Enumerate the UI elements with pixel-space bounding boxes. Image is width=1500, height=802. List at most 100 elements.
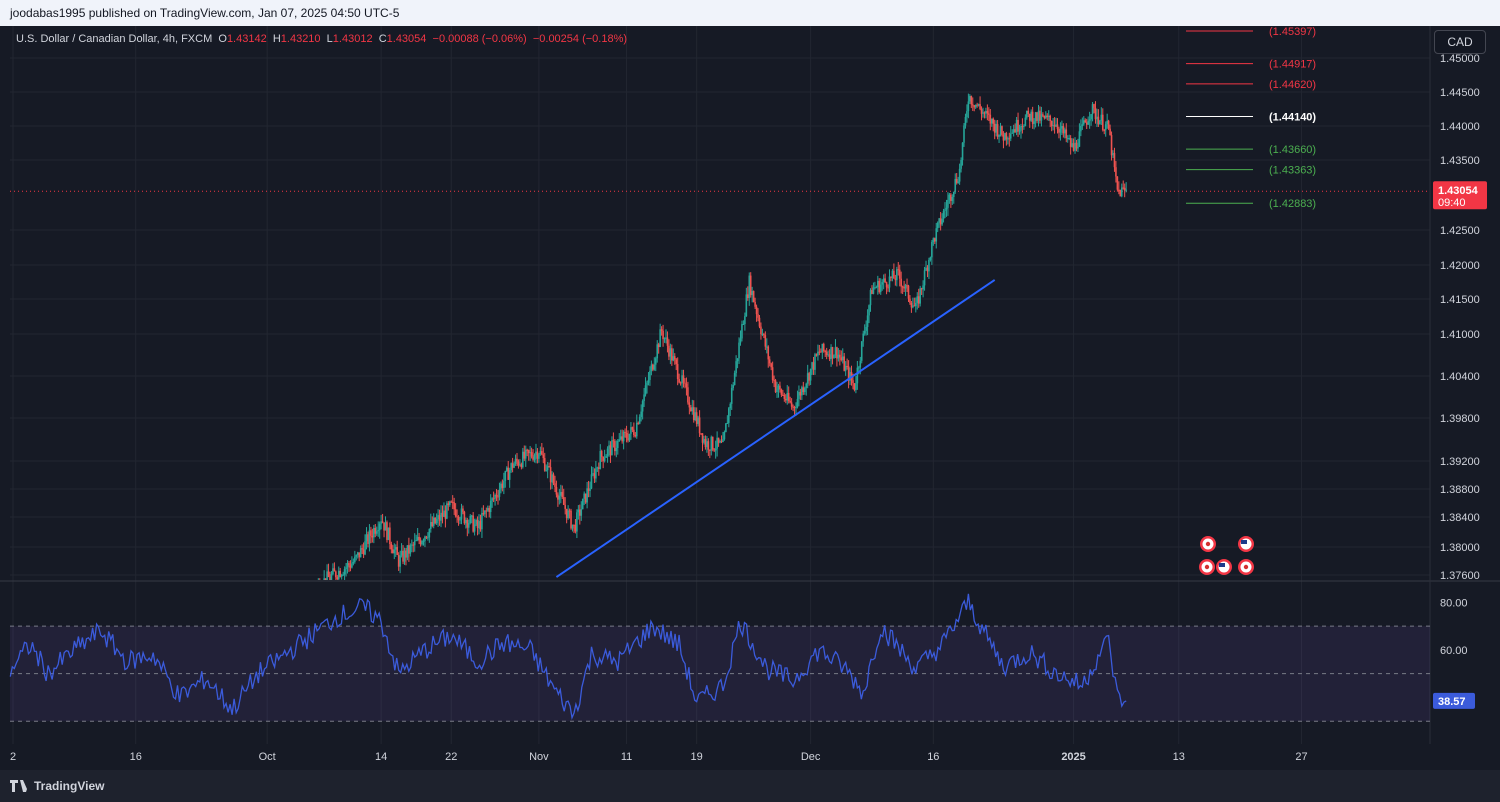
tradingview-brand: TradingView xyxy=(34,779,105,793)
candle-body xyxy=(837,354,840,359)
candle-body xyxy=(415,540,417,542)
candle-body xyxy=(453,502,455,510)
candle-body xyxy=(1026,110,1028,118)
candle-body xyxy=(546,466,549,471)
candle-body xyxy=(555,486,558,495)
candle-body xyxy=(914,302,917,307)
candle-body xyxy=(884,278,886,283)
candle-body xyxy=(545,470,548,472)
candle-body xyxy=(479,521,482,530)
candle-body xyxy=(394,547,397,550)
candle-body xyxy=(396,547,398,555)
candle-body xyxy=(446,503,448,519)
candle-body xyxy=(336,577,339,580)
candle-body xyxy=(475,520,477,525)
candle-body xyxy=(958,168,961,182)
maple-leaf-icon xyxy=(1205,541,1211,547)
candle-body xyxy=(361,548,363,550)
candle-body xyxy=(375,531,378,534)
candle-body xyxy=(827,354,829,356)
candle-body xyxy=(580,509,583,516)
low-value: 1.43012 xyxy=(332,33,373,45)
rsi-band xyxy=(10,626,1430,722)
candle-body xyxy=(345,567,347,569)
candle-body xyxy=(983,112,986,114)
candle-body xyxy=(698,417,701,434)
candle-body xyxy=(437,515,439,520)
candle-body xyxy=(541,451,543,455)
last-price-countdown: 09:40 xyxy=(1438,197,1466,209)
candle-body xyxy=(403,550,406,562)
candle-body xyxy=(805,383,808,388)
candle-body xyxy=(866,315,869,327)
tradingview-logo-icon xyxy=(10,780,30,792)
candle-body xyxy=(330,574,333,580)
candle-body xyxy=(1068,138,1070,140)
candle-body xyxy=(716,437,718,449)
candle-body xyxy=(618,439,621,442)
maple-leaf-icon xyxy=(1243,564,1249,570)
candle-body xyxy=(557,494,559,500)
candle-body xyxy=(1077,146,1079,149)
currency-button[interactable]: CAD xyxy=(1434,30,1486,54)
us-flag-icon xyxy=(1241,540,1247,544)
candle-body xyxy=(1008,138,1011,140)
candle-body xyxy=(473,524,476,532)
candle-body xyxy=(478,521,480,529)
candle-body xyxy=(558,495,561,500)
candle-body xyxy=(1107,120,1110,129)
candle-body xyxy=(432,517,435,527)
candle-body xyxy=(736,358,739,362)
candle-body xyxy=(485,510,488,512)
last-price-value: 1.43054 xyxy=(1438,185,1479,197)
candle-body xyxy=(913,305,916,307)
candle-body xyxy=(897,269,900,271)
candle-body xyxy=(942,210,945,219)
candle-body xyxy=(666,337,669,346)
candle-body xyxy=(811,362,813,369)
candle-body xyxy=(936,222,939,229)
candle-body xyxy=(352,562,355,564)
candle-body xyxy=(1034,112,1037,122)
candle-body xyxy=(1053,125,1056,127)
candle-body xyxy=(669,348,672,357)
candle-body xyxy=(510,463,512,471)
candle-body xyxy=(492,498,495,500)
candle-body xyxy=(370,530,372,536)
candle-body xyxy=(649,370,651,380)
candle-body xyxy=(431,522,434,527)
tradingview-logo[interactable]: TradingView xyxy=(10,779,104,793)
candle-body xyxy=(700,433,702,435)
candle-body xyxy=(944,209,946,211)
candle-body xyxy=(516,458,518,462)
price-tick-label: 1.38000 xyxy=(1440,542,1480,554)
candle-body xyxy=(679,382,682,384)
price-tick-label: 1.41500 xyxy=(1440,294,1480,306)
candle-body xyxy=(738,342,740,359)
candle-body xyxy=(637,422,640,424)
candle-body xyxy=(980,108,983,114)
candle-body xyxy=(418,536,420,541)
candle-body xyxy=(663,338,666,340)
candle-body xyxy=(751,290,753,296)
candle-body xyxy=(910,302,913,308)
candle-body xyxy=(609,445,612,456)
candle-body xyxy=(1056,124,1059,130)
candle-body xyxy=(500,483,502,490)
candle-body xyxy=(380,521,382,524)
candle-body xyxy=(919,288,921,304)
candle-body xyxy=(448,501,451,506)
candle-body xyxy=(365,534,368,542)
candle-body xyxy=(459,519,461,521)
candle-body xyxy=(896,269,898,281)
candle-body xyxy=(343,568,346,575)
candle-body xyxy=(714,448,717,451)
candle-body xyxy=(419,540,422,545)
candle-body xyxy=(635,422,638,437)
candle-body xyxy=(548,466,550,468)
candle-body xyxy=(844,365,847,371)
candle-body xyxy=(638,416,641,424)
candle-body xyxy=(671,348,673,361)
time-tick-label: Dec xyxy=(801,751,821,763)
